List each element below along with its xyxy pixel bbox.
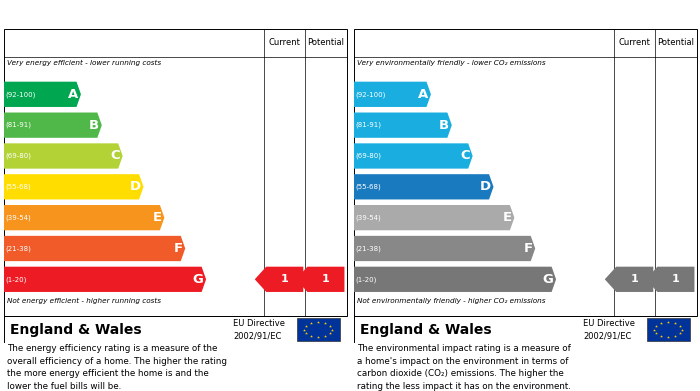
Text: The energy efficiency rating is a measure of the
overall efficiency of a home. T: The energy efficiency rating is a measur… [7, 344, 227, 391]
Text: (92-100): (92-100) [356, 91, 386, 98]
Text: Current: Current [269, 38, 301, 47]
Text: B: B [439, 118, 449, 132]
Bar [647, 318, 690, 341]
Text: Energy Efficiency Rating: Energy Efficiency Rating [10, 9, 173, 22]
Text: EU Directive
2002/91/EC: EU Directive 2002/91/EC [233, 319, 286, 340]
Text: Not environmentally friendly - higher CO₂ emissions: Not environmentally friendly - higher CO… [357, 298, 545, 304]
Polygon shape [4, 236, 186, 261]
Text: (55-68): (55-68) [356, 183, 382, 190]
Text: 1: 1 [322, 274, 330, 284]
Text: (81-91): (81-91) [356, 122, 382, 128]
Bar [297, 318, 340, 341]
Text: Environmental Impact (CO₂) Rating: Environmental Impact (CO₂) Rating [360, 9, 593, 22]
Text: C: C [461, 149, 470, 163]
Polygon shape [354, 174, 494, 199]
Text: The environmental impact rating is a measure of
a home's impact on the environme: The environmental impact rating is a mea… [357, 344, 570, 391]
Polygon shape [646, 267, 694, 292]
Text: E: E [503, 211, 512, 224]
Polygon shape [4, 143, 122, 169]
Polygon shape [354, 82, 431, 107]
Polygon shape [354, 143, 472, 169]
Text: D: D [480, 180, 491, 193]
Text: (92-100): (92-100) [6, 91, 36, 98]
Text: E: E [153, 211, 162, 224]
Polygon shape [4, 113, 101, 138]
Polygon shape [354, 267, 556, 292]
Text: (1-20): (1-20) [6, 276, 27, 283]
Text: (81-91): (81-91) [6, 122, 32, 128]
Polygon shape [4, 82, 81, 107]
Text: 1: 1 [631, 274, 638, 284]
Text: (21-38): (21-38) [6, 245, 32, 252]
Text: D: D [130, 180, 141, 193]
Text: England & Wales: England & Wales [360, 323, 492, 337]
Text: Potential: Potential [657, 38, 694, 47]
Polygon shape [4, 267, 206, 292]
Text: B: B [89, 118, 99, 132]
Text: A: A [418, 88, 428, 101]
Polygon shape [605, 267, 653, 292]
Polygon shape [354, 113, 452, 138]
Text: Not energy efficient - higher running costs: Not energy efficient - higher running co… [7, 298, 161, 304]
Polygon shape [255, 267, 303, 292]
Polygon shape [4, 205, 164, 230]
Text: Potential: Potential [307, 38, 344, 47]
Text: 1: 1 [672, 274, 680, 284]
Text: 1: 1 [281, 274, 288, 284]
Text: A: A [68, 88, 78, 101]
Text: F: F [524, 242, 533, 255]
Text: (69-80): (69-80) [356, 153, 382, 159]
Text: (39-54): (39-54) [356, 214, 382, 221]
Text: (69-80): (69-80) [6, 153, 32, 159]
Polygon shape [4, 174, 144, 199]
Polygon shape [296, 267, 344, 292]
Text: England & Wales: England & Wales [10, 323, 142, 337]
Text: EU Directive
2002/91/EC: EU Directive 2002/91/EC [583, 319, 636, 340]
Text: F: F [174, 242, 183, 255]
Text: (39-54): (39-54) [6, 214, 32, 221]
Text: Very energy efficient - lower running costs: Very energy efficient - lower running co… [7, 60, 161, 66]
Text: (55-68): (55-68) [6, 183, 32, 190]
Polygon shape [354, 205, 514, 230]
Text: C: C [111, 149, 120, 163]
Text: (1-20): (1-20) [356, 276, 377, 283]
Text: G: G [542, 273, 553, 286]
Text: Very environmentally friendly - lower CO₂ emissions: Very environmentally friendly - lower CO… [357, 60, 545, 66]
Text: Current: Current [619, 38, 651, 47]
Text: G: G [193, 273, 203, 286]
Polygon shape [354, 236, 536, 261]
Text: (21-38): (21-38) [356, 245, 382, 252]
